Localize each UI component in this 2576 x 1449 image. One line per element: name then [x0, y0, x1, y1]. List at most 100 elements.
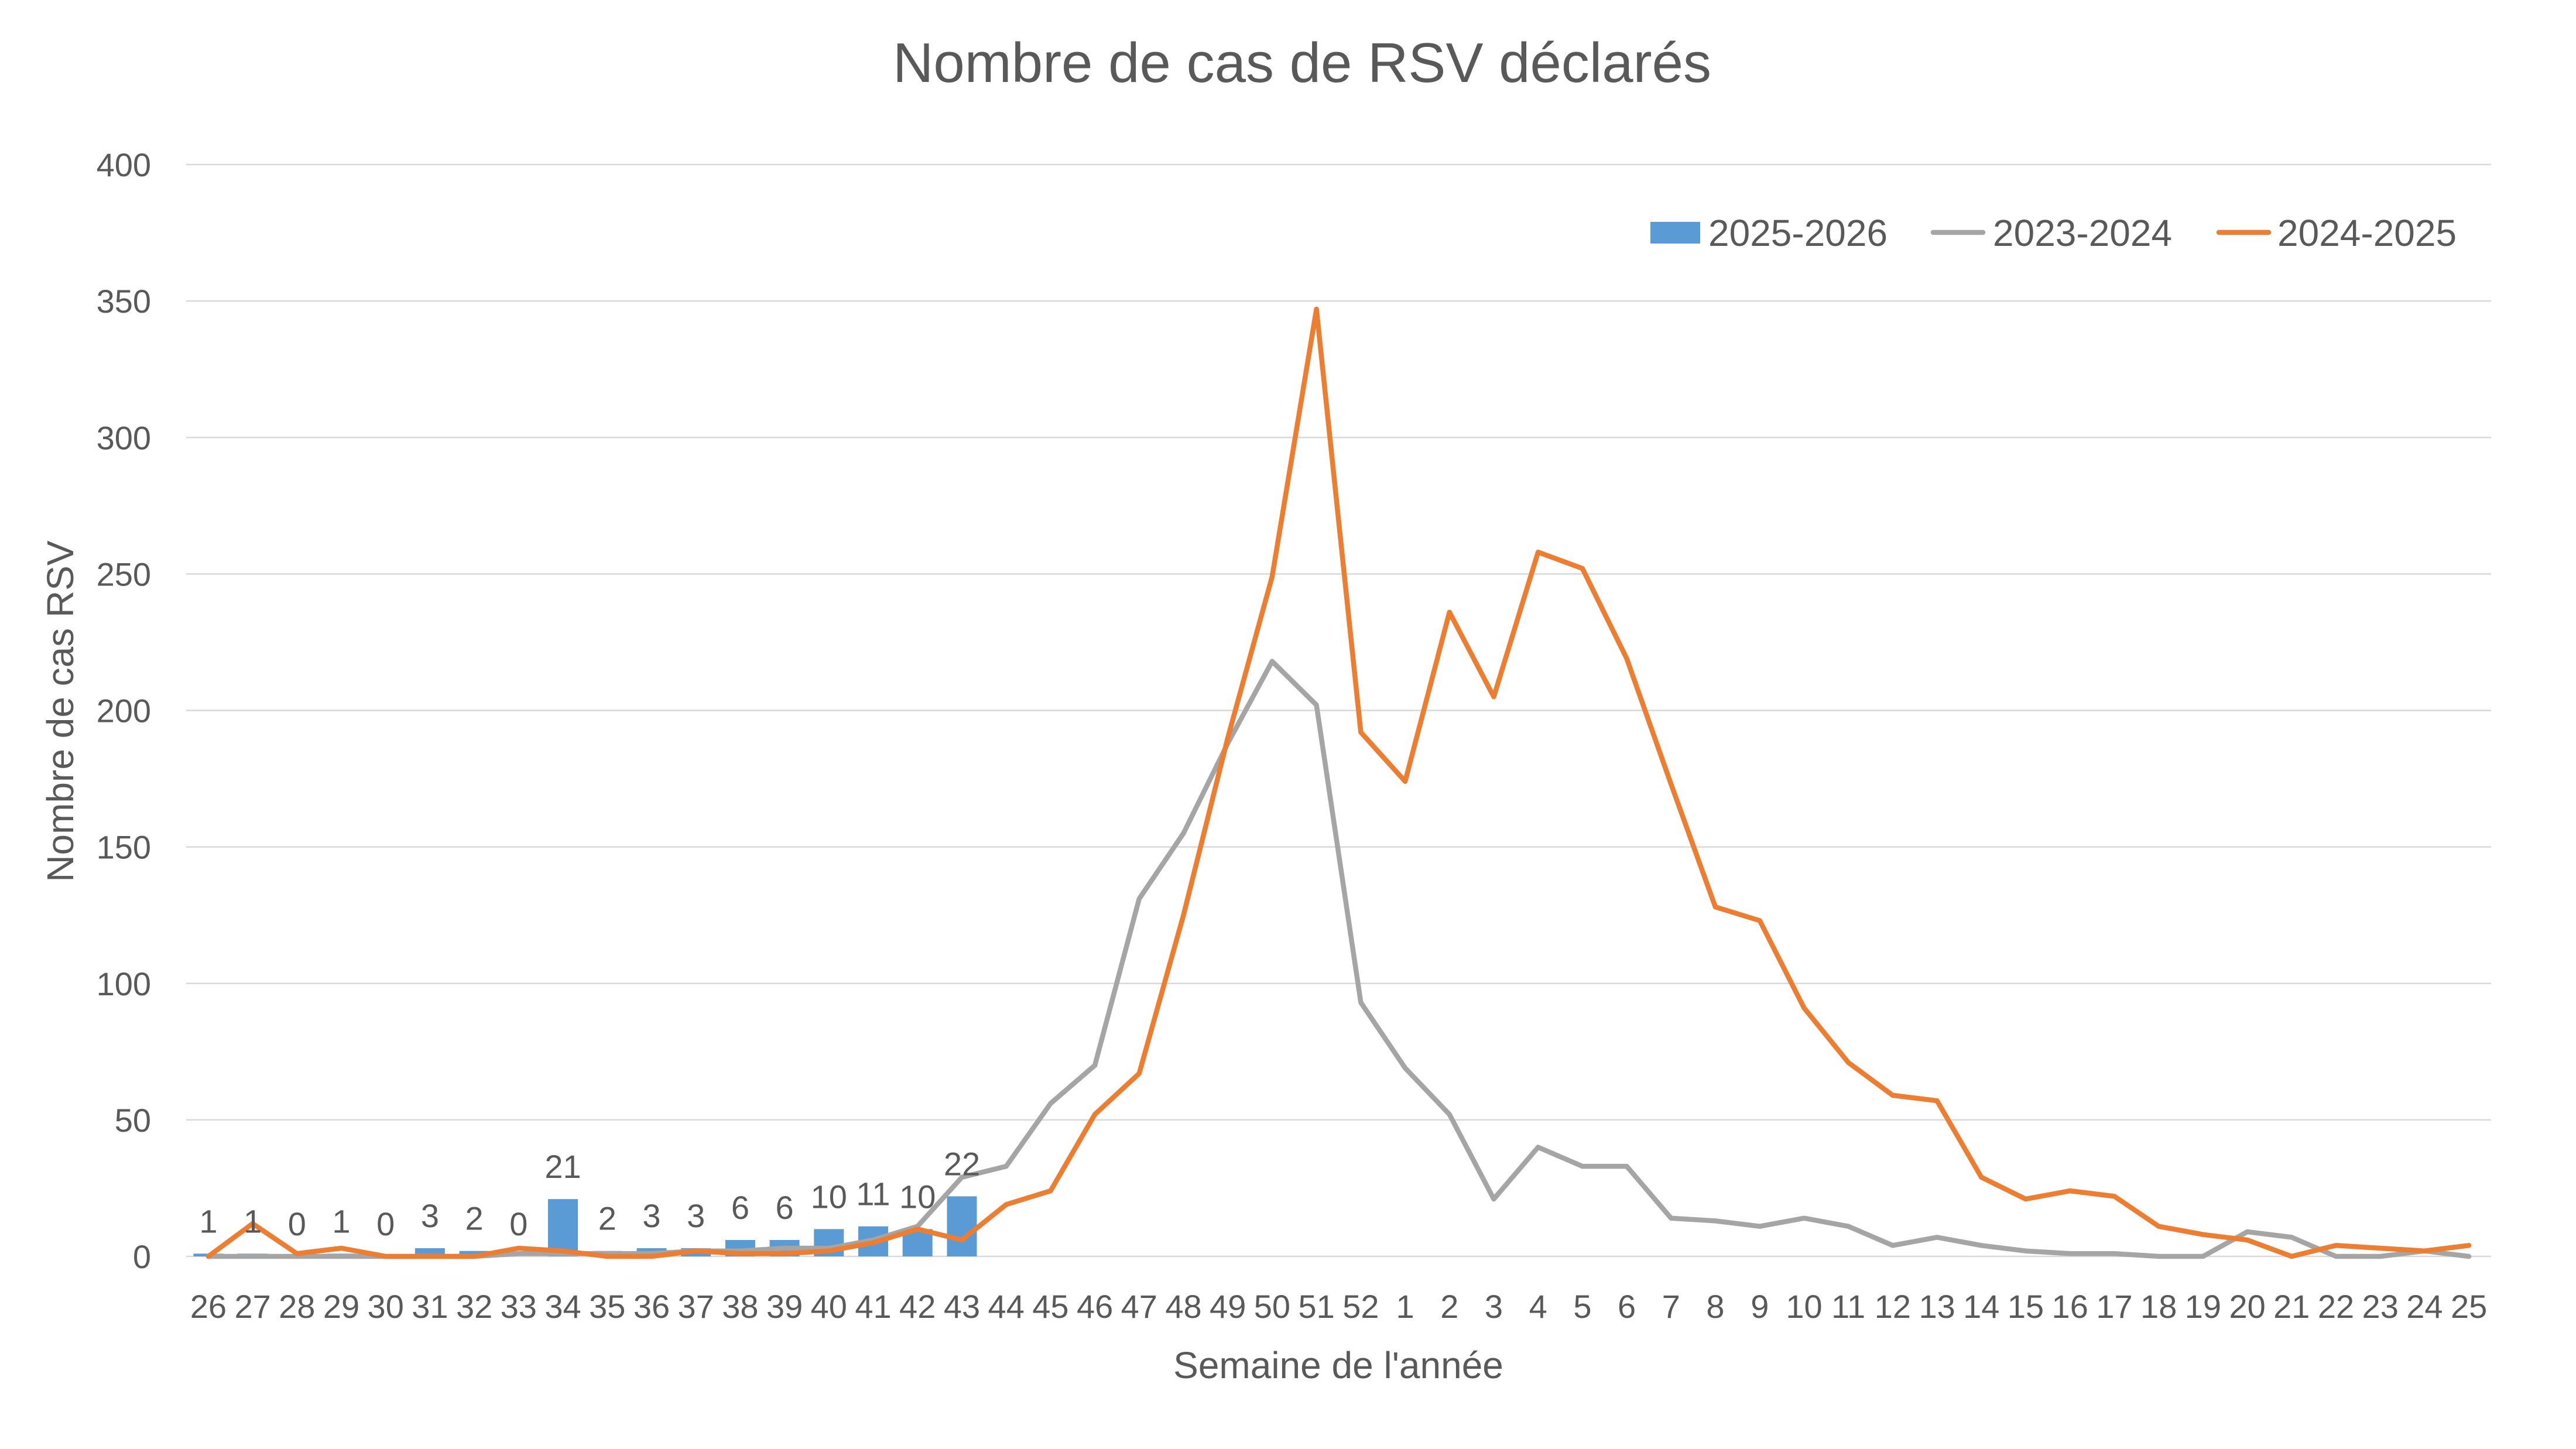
bar-data-label-week-43: 22: [944, 1145, 980, 1182]
bar-week-32: [459, 1251, 489, 1256]
x-tick-label: 22: [2318, 1288, 2354, 1325]
bar-data-label-week-41: 11: [856, 1176, 890, 1212]
x-tick-label: 41: [855, 1288, 891, 1325]
x-tick-label: 48: [1165, 1288, 1201, 1325]
x-tick-label: 45: [1032, 1288, 1068, 1325]
legend-label-2024-2025: 2024-2025: [2277, 212, 2457, 254]
x-tick-label: 25: [2451, 1288, 2487, 1325]
legend-item-2023-2024: 2023-2024: [1930, 212, 2172, 254]
line-series: [205, 306, 2472, 1259]
bar-week-43: [947, 1196, 977, 1256]
x-tick-label: 2: [1440, 1288, 1458, 1325]
x-tick-label: 31: [412, 1288, 448, 1325]
bar-data-label-week-42: 10: [899, 1178, 936, 1215]
y-tick-label: 250: [97, 556, 151, 592]
x-tick-label: 21: [2273, 1288, 2310, 1325]
bar-data-label-week-26: 1: [199, 1203, 217, 1239]
x-axis-title: Semaine de l'année: [1173, 1344, 1503, 1386]
x-tick-label: 14: [1963, 1288, 1999, 1325]
x-tick-label: 40: [811, 1288, 847, 1325]
x-tick-label: 47: [1121, 1288, 1157, 1325]
x-tick-label: 19: [2185, 1288, 2221, 1325]
x-tick-label: 44: [988, 1288, 1025, 1325]
y-axis-title: Nombre de cas RSV: [39, 540, 81, 882]
y-tick-label: 0: [133, 1238, 151, 1275]
y-tick-label: 300: [97, 419, 151, 456]
bar-data-label-week-31: 3: [421, 1197, 439, 1234]
x-tick-label: 20: [2229, 1288, 2265, 1325]
x-tick-label: 24: [2406, 1288, 2443, 1325]
bar-data-label-week-33: 0: [509, 1205, 527, 1242]
x-tick-label: 28: [279, 1288, 315, 1325]
y-tick-label: 50: [115, 1102, 151, 1139]
bar-data-label-week-30: 0: [376, 1205, 395, 1242]
x-tick-label: 34: [544, 1288, 581, 1325]
x-tick-label: 37: [678, 1288, 714, 1325]
bar-data-label-week-34: 21: [544, 1148, 581, 1185]
x-tick-label: 12: [1875, 1288, 1911, 1325]
y-axis-tick-labels: 0 50 100 150 200 250 300 350 400: [97, 146, 151, 1275]
bar-data-label-week-27: 1: [244, 1203, 262, 1239]
x-tick-label: 49: [1210, 1288, 1246, 1325]
legend-swatch-2025-2026: [1650, 222, 1700, 244]
series-line-2024-2025: [205, 306, 2472, 1259]
x-tick-label: 6: [1618, 1288, 1636, 1325]
x-tick-label: 10: [1786, 1288, 1822, 1325]
x-tick-label: 11: [1831, 1288, 1865, 1325]
x-tick-label: 27: [234, 1288, 270, 1325]
x-tick-label: 4: [1529, 1288, 1547, 1325]
x-tick-label: 18: [2140, 1288, 2177, 1325]
bar-data-label-week-40: 10: [811, 1178, 847, 1215]
x-tick-label: 3: [1485, 1288, 1503, 1325]
legend-item-2024-2025: 2024-2025: [2216, 212, 2457, 254]
bar-data-label-week-29: 1: [332, 1203, 350, 1239]
x-tick-label: 50: [1254, 1288, 1290, 1325]
x-tick-label: 26: [190, 1288, 227, 1325]
x-tick-label: 52: [1342, 1288, 1379, 1325]
x-tick-label: 5: [1573, 1288, 1591, 1325]
x-tick-label: 30: [368, 1288, 404, 1325]
bar-data-label-week-38: 6: [731, 1189, 749, 1226]
x-tick-label: 46: [1077, 1288, 1113, 1325]
bar-data-label-week-39: 6: [776, 1189, 794, 1226]
x-tick-label: 43: [944, 1288, 980, 1325]
x-tick-label: 9: [1751, 1288, 1769, 1325]
x-tick-label: 35: [589, 1288, 625, 1325]
x-tick-label: 7: [1662, 1288, 1680, 1325]
x-tick-label: 51: [1298, 1288, 1334, 1325]
legend-item-2025-2026: 2025-2026: [1650, 212, 1888, 254]
x-tick-label: 39: [766, 1288, 803, 1325]
y-tick-label: 200: [97, 693, 151, 729]
y-tick-label: 350: [97, 283, 151, 320]
x-axis-tick-labels: 26 27 28 29 30 31 32 33 34 35 36 37 38 39 40 41 42 43 44 45…: [190, 1288, 2487, 1325]
bar-data-label-week-35: 2: [598, 1200, 616, 1237]
bar-data-label-week-36: 3: [642, 1197, 660, 1234]
x-tick-label: 17: [2096, 1288, 2132, 1325]
x-tick-label: 29: [323, 1288, 359, 1325]
x-tick-label: 36: [633, 1288, 670, 1325]
x-tick-label: 33: [501, 1288, 537, 1325]
x-tick-label: 13: [1919, 1288, 1955, 1325]
legend-label-2023-2024: 2023-2024: [1993, 212, 2172, 254]
x-tick-label: 32: [456, 1288, 492, 1325]
x-tick-label: 15: [2008, 1288, 2044, 1325]
y-tick-label: 100: [97, 965, 151, 1002]
y-tick-label: 150: [97, 829, 151, 866]
x-tick-label: 38: [722, 1288, 758, 1325]
x-tick-label: 16: [2052, 1288, 2088, 1325]
x-tick-label: 1: [1396, 1288, 1414, 1325]
bar-data-label-week-37: 3: [687, 1197, 705, 1234]
x-tick-label: 23: [2362, 1288, 2399, 1325]
bar-week-34: [548, 1199, 578, 1256]
x-tick-label: 42: [899, 1288, 936, 1325]
y-tick-label: 400: [97, 146, 151, 183]
legend-label-2025-2026: 2025-2026: [1708, 212, 1888, 254]
bar-data-label-week-28: 0: [288, 1205, 306, 1242]
chart-title: Nombre de cas de RSV déclarés: [893, 32, 1711, 94]
x-tick-label: 8: [1706, 1288, 1724, 1325]
bar-data-label-week-32: 2: [465, 1200, 484, 1237]
